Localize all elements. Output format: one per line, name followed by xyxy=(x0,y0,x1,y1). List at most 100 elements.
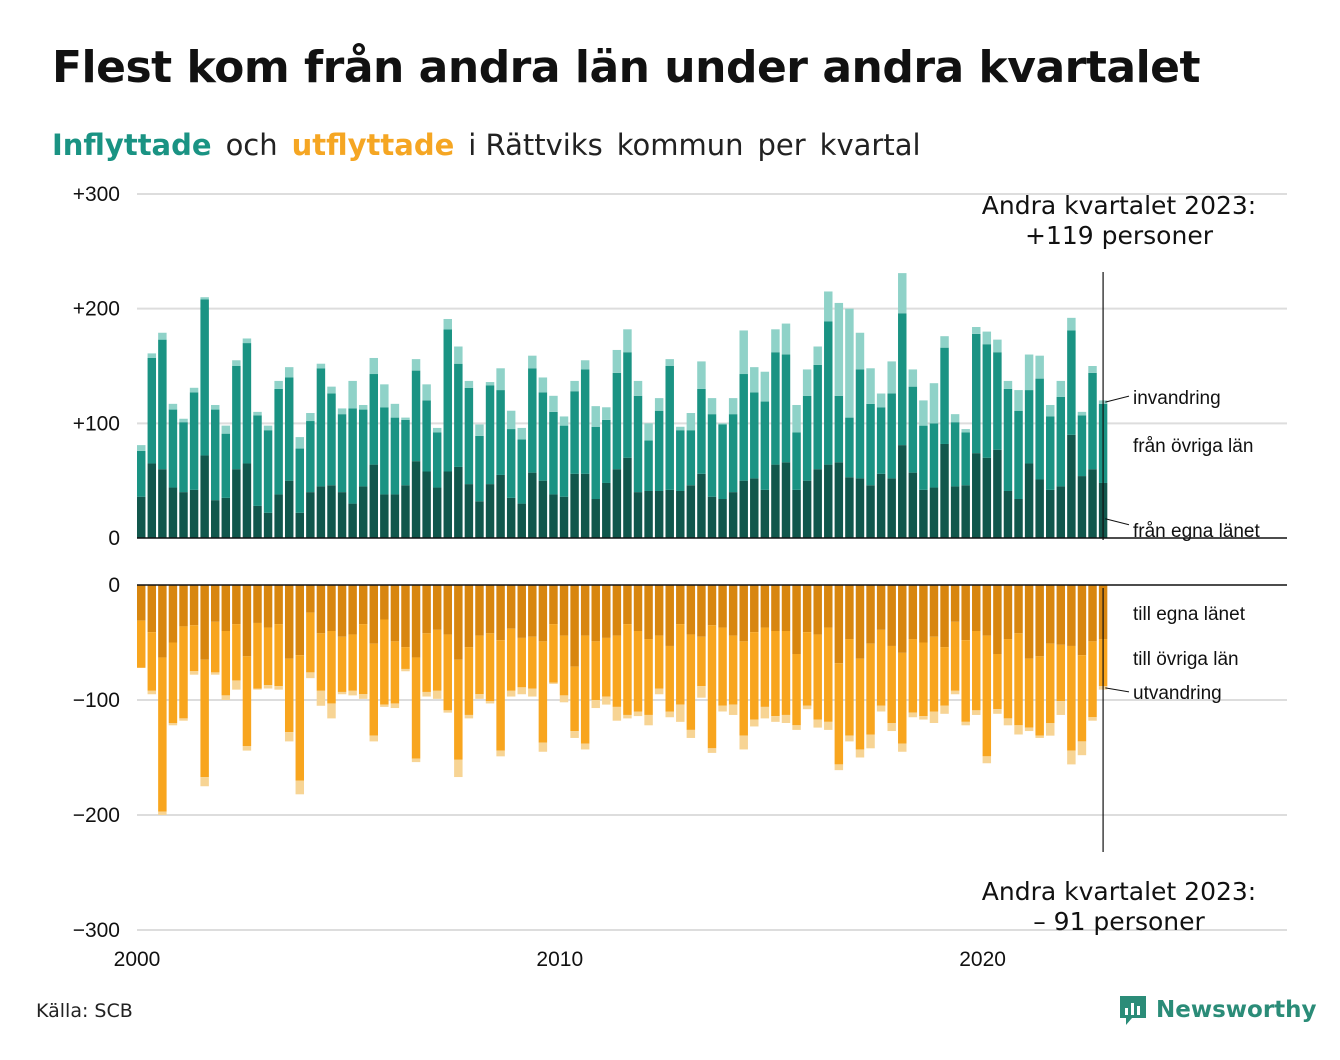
bar-bottom-2-23 xyxy=(380,704,389,707)
bar-bottom-0-8 xyxy=(221,585,231,631)
bar-top-0-1 xyxy=(147,463,157,538)
series-labels: invandring från övriga län från egna länet… xyxy=(1105,388,1260,704)
newsworthy-logo[interactable]: Newsworthy xyxy=(1118,994,1317,1026)
bar-top-2-19 xyxy=(337,408,347,415)
bar-bottom-1-20 xyxy=(348,634,357,691)
bar-bottom-1-57 xyxy=(739,641,748,736)
bar-bottom-1-60 xyxy=(771,631,780,717)
bar-bottom-1-70 xyxy=(876,629,886,706)
bar-top-0-62 xyxy=(792,489,801,538)
bar-top-1-69 xyxy=(866,403,875,486)
bar-top-0-73 xyxy=(908,472,918,538)
bar-top-2-84 xyxy=(1024,354,1034,391)
bar-top-2-47 xyxy=(633,380,643,396)
bar-bottom-0-61 xyxy=(781,585,791,631)
y-tick-bottom-2: −200 xyxy=(73,804,120,827)
bar-top-0-3 xyxy=(168,487,178,538)
bar-top-0-54 xyxy=(707,496,717,538)
bar-top-2-82 xyxy=(1003,380,1013,389)
bar-bottom-1-64 xyxy=(813,634,822,720)
bar-bottom-1-0 xyxy=(137,620,146,668)
bar-bottom-1-31 xyxy=(464,647,474,715)
bar-bottom-2-59 xyxy=(760,706,770,719)
bar-top-0-10 xyxy=(242,463,252,538)
bar-top-1-87 xyxy=(1056,396,1066,487)
bar-bottom-2-9 xyxy=(232,680,241,690)
bar-top-1-33 xyxy=(485,385,495,485)
bar-top-2-76 xyxy=(940,336,949,348)
bar-bottom-1-21 xyxy=(358,624,368,695)
bar-bottom-1-12 xyxy=(263,627,273,686)
bar-top-0-83 xyxy=(1014,499,1023,538)
bar-bottom-0-58 xyxy=(750,585,759,633)
bar-bottom-2-84 xyxy=(1024,727,1034,732)
bar-top-1-44 xyxy=(602,419,611,483)
bar-top-0-14 xyxy=(284,480,294,538)
bar-bottom-2-52 xyxy=(686,729,696,738)
bar-top-2-27 xyxy=(422,384,431,401)
bar-bottom-1-42 xyxy=(580,635,590,744)
bar-top-0-58 xyxy=(750,478,759,538)
bar-bottom-0-39 xyxy=(549,585,558,625)
bar-top-0-27 xyxy=(422,471,431,538)
bar-top-2-67 xyxy=(845,308,854,418)
bar-top-2-25 xyxy=(401,417,410,420)
bar-top-2-17 xyxy=(316,363,326,369)
bar-top-1-49 xyxy=(654,410,664,491)
bar-bottom-2-11 xyxy=(253,688,262,690)
bar-top-1-46 xyxy=(623,352,632,458)
bar-top-1-40 xyxy=(559,425,569,497)
bar-top-0-64 xyxy=(813,469,822,538)
bar-bottom-0-50 xyxy=(665,585,674,646)
bar-bottom-1-73 xyxy=(908,639,918,713)
bar-bottom-0-0 xyxy=(137,585,146,621)
bar-bottom-2-21 xyxy=(358,694,368,699)
bar-top-0-44 xyxy=(602,482,611,538)
bar-bottom-0-54 xyxy=(707,585,717,626)
bar-top-0-13 xyxy=(274,494,283,538)
label-utvandring: utvandring xyxy=(1133,683,1222,704)
bar-top-2-69 xyxy=(866,368,875,404)
chart-subtitle: Inflyttade och utflyttade i Rättviks kommun p… xyxy=(52,128,935,162)
bar-top-0-80 xyxy=(982,457,992,538)
bar-top-0-56 xyxy=(728,492,738,538)
bar-bottom-0-15 xyxy=(295,585,305,656)
bar-top-0-2 xyxy=(158,469,167,538)
bar-top-0-37 xyxy=(528,472,537,538)
bar-bottom-2-2 xyxy=(158,811,167,815)
bar-bottom-0-7 xyxy=(210,585,220,622)
bar-top-0-21 xyxy=(358,486,368,538)
bar-bottom-0-21 xyxy=(358,585,368,625)
bar-top-2-58 xyxy=(750,367,759,393)
bar-bottom-1-80 xyxy=(982,635,992,757)
bar-top-2-32 xyxy=(475,424,484,436)
brand-name: Newsworthy xyxy=(1156,997,1317,1023)
label-till-ovriga-lan: till övriga län xyxy=(1133,649,1239,670)
bar-bottom-2-38 xyxy=(538,742,548,752)
bar-top-0-18 xyxy=(327,485,336,538)
bar-bottom-0-87 xyxy=(1056,585,1066,645)
bar-bottom-2-33 xyxy=(485,701,495,704)
bar-bottom-1-71 xyxy=(887,645,896,723)
bar-top-0-5 xyxy=(189,489,199,538)
annotations: Andra kvartalet 2023:+119 personerAndra … xyxy=(982,191,1256,936)
bar-bottom-1-8 xyxy=(221,631,231,696)
bar-top-1-68 xyxy=(855,369,865,479)
bar-top-2-64 xyxy=(813,346,822,365)
bar-bottom-1-41 xyxy=(570,666,579,732)
bar-top-2-39 xyxy=(549,395,558,412)
bar-top-0-6 xyxy=(200,455,209,538)
bar-bottom-2-47 xyxy=(633,711,643,717)
bar-bottom-1-39 xyxy=(549,624,558,683)
subtitle-utflyttade: utflyttade xyxy=(291,128,455,162)
bar-top-0-77 xyxy=(950,486,960,538)
bar-top-1-72 xyxy=(898,313,907,446)
bar-bottom-1-6 xyxy=(200,659,209,778)
bar-top-1-27 xyxy=(422,400,431,472)
bar-top-0-60 xyxy=(771,464,780,538)
bar-bottom-1-87 xyxy=(1056,644,1066,702)
bar-bottom-1-66 xyxy=(834,663,844,765)
label-till-egna-lanet: till egna länet xyxy=(1133,604,1246,625)
bar-bottom-1-48 xyxy=(644,639,653,715)
bar-top-1-31 xyxy=(464,387,474,485)
